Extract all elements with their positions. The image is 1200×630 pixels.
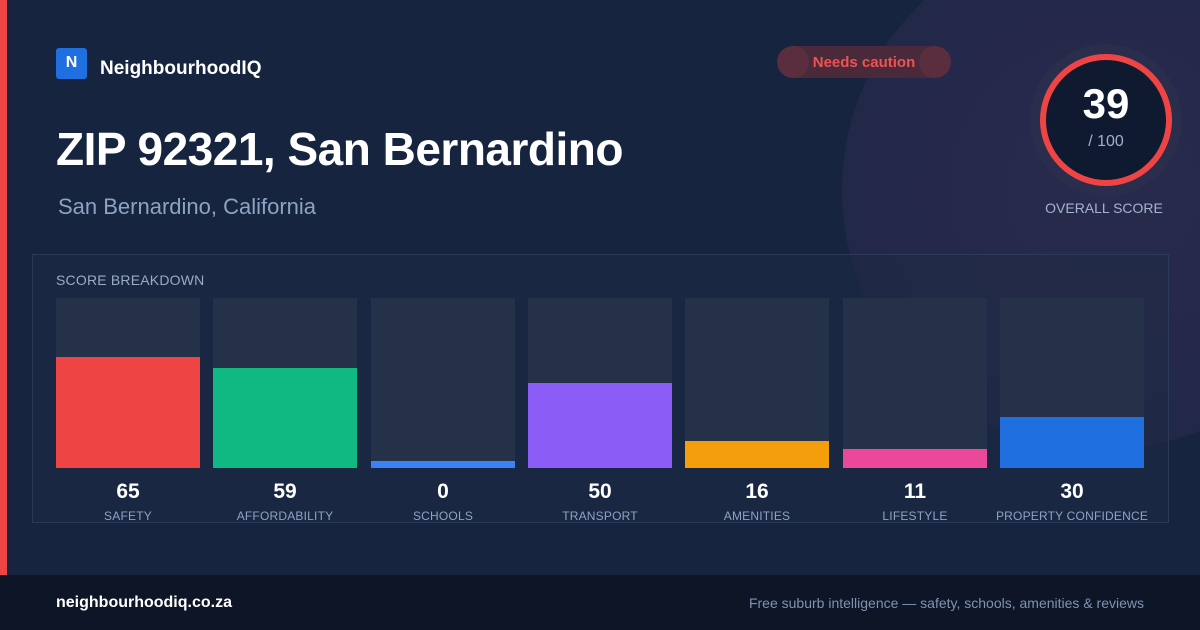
overall-score-ring: 39 / 100	[1028, 42, 1184, 198]
bar	[1000, 417, 1144, 468]
bar-category-label: LIFESTYLE	[882, 509, 948, 523]
bar-value-label: 59	[273, 480, 297, 503]
footer: neighbourhoodiq.co.za Free suburb intell…	[0, 575, 1200, 630]
bar	[371, 461, 515, 468]
bar-track	[685, 298, 829, 468]
bar-column: 30 PROPERTY CONFIDENCE	[996, 298, 1148, 524]
share-card: N NeighbourhoodIQ Needs caution ZIP 9232…	[0, 0, 1200, 575]
bar-value-label: 11	[903, 480, 927, 503]
bar	[56, 357, 200, 468]
bar-column: 0 SCHOOLS	[371, 298, 515, 524]
bar-category-label: SCHOOLS	[412, 509, 474, 523]
bar-track	[371, 298, 515, 468]
panel-title: SCORE BREAKDOWN	[56, 272, 205, 288]
bar-value-label: 50	[588, 480, 612, 503]
status-badge-label: Needs caution	[812, 53, 916, 71]
footer-tagline: Free suburb intelligence — safety, schoo…	[748, 594, 1144, 611]
bar-value-label: 16	[745, 480, 769, 503]
bar-category-label: PROPERTY CONFIDENCE	[995, 509, 1149, 523]
bar	[528, 383, 672, 468]
bar-track	[213, 298, 357, 468]
bar-column: 59 AFFORDABILITY	[213, 298, 357, 524]
overall-score-caption: OVERALL SCORE	[1045, 200, 1163, 216]
brand[interactable]: N NeighbourhoodIQ	[56, 46, 261, 80]
bar	[213, 368, 357, 468]
page-title: ZIP 92321, San Bernardino	[56, 123, 624, 175]
bar-value-label: 65	[116, 480, 140, 503]
score-breakdown-panel: SCORE BREAKDOWN 65 SAFETY 59 AFFORDABILITY 0…	[32, 254, 1169, 523]
bar-chart: 65 SAFETY 59 AFFORDABILITY 0 SCHOOLS 50 TRANSPO…	[33, 255, 1170, 524]
bar-column: 50 TRANSPORT	[528, 298, 672, 524]
bar-track	[843, 298, 987, 468]
overall-score-value: 39	[1082, 80, 1130, 127]
bar-track	[1000, 298, 1144, 468]
bar-value-label: 0	[437, 480, 449, 503]
score-ring-progress	[1040, 54, 1172, 186]
bar-value-label: 30	[1060, 480, 1084, 503]
bar-category-label: AMENITIES	[723, 509, 791, 523]
bar-track	[528, 298, 672, 468]
bar-track	[56, 298, 200, 468]
bar-category-label: AFFORDABILITY	[236, 509, 334, 523]
status-badge: Needs caution	[777, 46, 951, 78]
bar	[685, 441, 829, 468]
brand-name: NeighbourhoodIQ	[100, 58, 262, 79]
bar-column: 16 AMENITIES	[685, 298, 829, 524]
score-ring-graphic	[1030, 44, 1182, 196]
brand-logo-icon: N	[56, 47, 87, 79]
footer-site-link[interactable]: neighbourhoodiq.co.za	[56, 593, 232, 611]
bar	[843, 449, 987, 468]
bar-category-label: SAFETY	[104, 509, 152, 523]
bar-column: 11 LIFESTYLE	[843, 298, 987, 524]
page-subtitle: San Bernardino, California	[58, 194, 317, 219]
accent-bar	[0, 0, 7, 575]
overall-score-max: / 100	[1088, 133, 1124, 150]
bar-category-label: TRANSPORT	[562, 509, 638, 523]
bar-column: 65 SAFETY	[56, 298, 200, 524]
